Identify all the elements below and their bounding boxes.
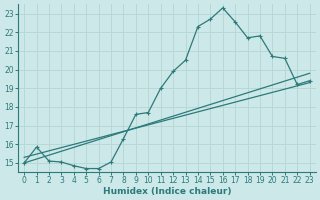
X-axis label: Humidex (Indice chaleur): Humidex (Indice chaleur): [103, 187, 231, 196]
